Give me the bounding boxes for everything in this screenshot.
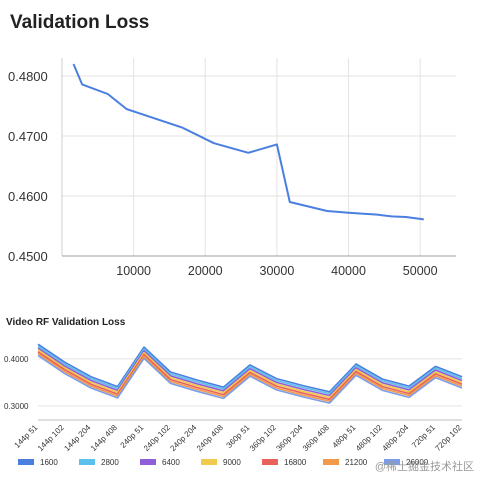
validation-loss-chart: 0.4500 0.4600 0.4700 0.4800 10000 20000 30000 4…: [8, 58, 456, 278]
series-line-26000: [37, 354, 463, 404]
series-line-21200: [37, 352, 463, 403]
series-line-16800: [37, 351, 463, 401]
x-category-label: 144p 408: [89, 423, 119, 453]
series-line-0: [72, 63, 424, 221]
x-category-label: 360p 102: [248, 423, 278, 453]
legend-label-9000: 9000: [223, 458, 241, 467]
y-tick-label: 0.4600: [8, 189, 48, 204]
series-line-9000: [37, 349, 463, 399]
legend-swatch-2800: [79, 459, 95, 465]
x-category-label: 144p 204: [62, 423, 92, 453]
series-line-2800: [37, 345, 463, 395]
x-category-label: 360p 408: [301, 423, 331, 453]
y-tick-label: 0.4800: [8, 69, 48, 84]
legend-swatch-1600: [18, 459, 34, 465]
y-tick-label: 0.4700: [8, 129, 48, 144]
x-category-label: 720p 102: [433, 423, 463, 453]
chart-title-validation-loss: Validation Loss: [10, 12, 150, 33]
legend-label-26000: 26000: [406, 458, 429, 467]
series-line-1600: [37, 343, 463, 393]
legend-label-1600: 1600: [40, 458, 58, 467]
y-tick-label: 0.4500: [8, 249, 48, 264]
legend-label-21200: 21200: [345, 458, 368, 467]
legend-swatch-16800: [262, 459, 278, 465]
x-category-label: 480p 204: [380, 423, 410, 453]
x-category-label: 360p 204: [274, 423, 304, 453]
legend-swatch-6400: [140, 459, 156, 465]
legend-swatch-21200: [323, 459, 339, 465]
x-category-label: 480p 102: [354, 423, 384, 453]
y-tick-label: 0.3000: [4, 402, 29, 411]
x-tick-label: 10000: [116, 264, 151, 278]
series-line-6400: [37, 347, 463, 397]
legend-label-16800: 16800: [284, 458, 307, 467]
x-tick-label: 50000: [403, 264, 438, 278]
x-tick-label: 20000: [188, 264, 223, 278]
y-tick-label: 0.4000: [4, 355, 29, 364]
chart-title-video-rf-validation-loss: Video RF Validation Loss: [6, 317, 126, 328]
watermark: @稀土掘金技术社区: [374, 461, 474, 473]
x-tick-label: 30000: [260, 264, 295, 278]
legend-label-2800: 2800: [101, 458, 119, 467]
legend-swatch-26000: [384, 459, 400, 465]
x-category-label: 240p 102: [142, 423, 172, 453]
x-category-label: 144p 102: [36, 423, 66, 453]
x-tick-label: 40000: [331, 264, 366, 278]
legend-swatch-9000: [201, 459, 217, 465]
x-category-label: 240p 408: [195, 423, 225, 453]
legend-label-6400: 6400: [162, 458, 180, 467]
x-category-label: 240p 204: [168, 423, 198, 453]
